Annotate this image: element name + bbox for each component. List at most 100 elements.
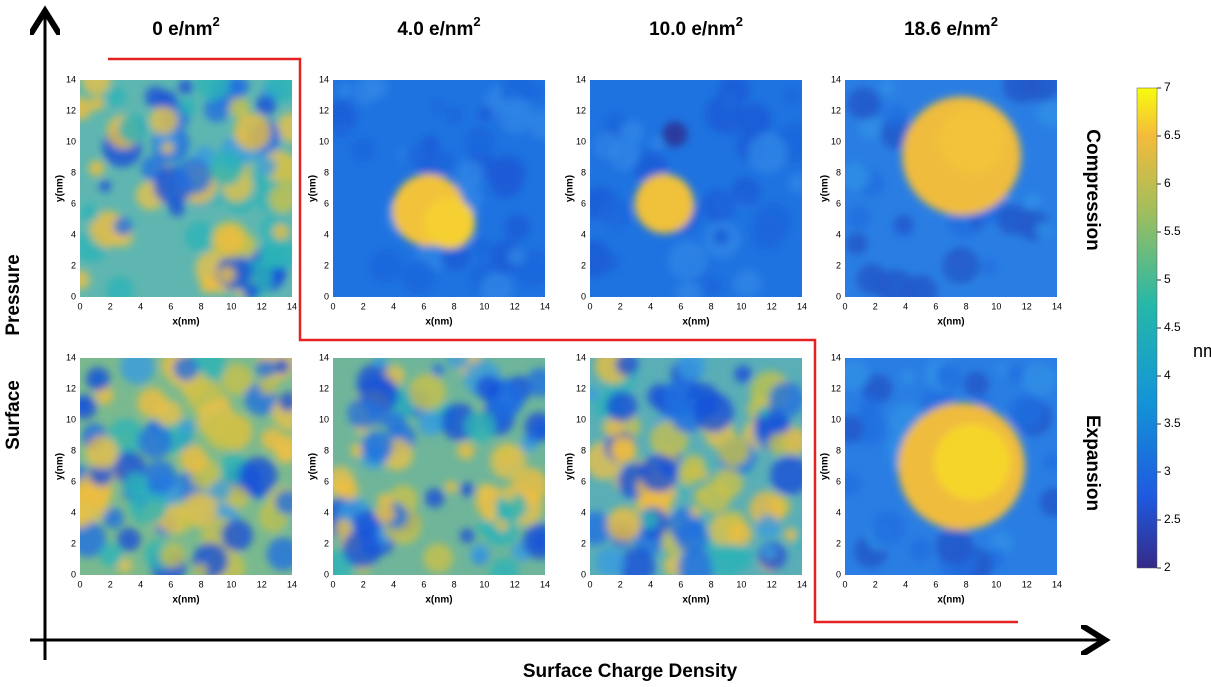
x-tick-label: 10 <box>736 579 746 589</box>
heatmap-spot <box>446 358 470 370</box>
heatmap-spot <box>408 373 446 411</box>
heatmap-spot <box>608 138 640 171</box>
heatmap-spot <box>80 269 91 290</box>
heatmap-spot <box>273 358 290 375</box>
heatmap-spot <box>161 142 174 155</box>
heatmap-spot <box>504 214 531 241</box>
heatmap-spot <box>606 391 637 422</box>
heatmap-spot <box>847 87 880 120</box>
heatmap-spot <box>193 563 208 575</box>
heatmap-spot <box>138 424 173 459</box>
heatmap-spot <box>488 164 524 199</box>
heatmap-spot <box>342 528 382 568</box>
heatmap-spot <box>639 453 679 493</box>
y-tick-label: 0 <box>71 291 76 301</box>
heatmap-spot <box>618 547 656 575</box>
colorbar-tick-label: 7 <box>1164 80 1171 94</box>
y-tick-label: 10 <box>576 136 586 146</box>
x-tick-label: 10 <box>479 301 489 311</box>
colorbar-tick-label: 6.5 <box>1164 128 1181 142</box>
y-tick-label: 8 <box>324 445 329 455</box>
heatmap-spot <box>942 247 980 286</box>
heatmap-spot <box>935 527 974 565</box>
heatmap-spot <box>124 472 149 497</box>
heatmap-spot <box>495 502 514 521</box>
y-tick-label: 10 <box>319 136 329 146</box>
heatmap-spot <box>431 363 445 377</box>
x-tick-label: 0 <box>587 579 592 589</box>
x-tick-label: 4 <box>391 579 396 589</box>
x-tick-label: 8 <box>199 301 204 311</box>
x-tick-label: 8 <box>964 579 969 589</box>
heatmap-spot <box>858 396 881 420</box>
heatmap-spot <box>256 359 276 379</box>
heatmap-spot <box>361 431 393 463</box>
heatmap-spot <box>199 276 217 294</box>
heatmap <box>333 80 545 297</box>
heatmap-spot <box>650 135 665 150</box>
heatmap-spot <box>677 548 715 575</box>
heatmap-spot <box>936 363 962 390</box>
heatmap-spot <box>698 480 732 514</box>
heatmap-spot <box>1007 392 1044 429</box>
heatmap-spot <box>733 269 762 297</box>
heatmap-spot <box>424 488 445 508</box>
x-tick-label: 6 <box>933 579 938 589</box>
x-tick-label: 4 <box>391 301 396 311</box>
y-tick-label: 6 <box>581 198 586 208</box>
x-tick-label: 4 <box>138 301 143 311</box>
heatmap-spot <box>178 80 194 95</box>
x-tick-label: 12 <box>767 579 777 589</box>
x-tick-label: 12 <box>510 579 520 589</box>
y-tick-label: 6 <box>71 198 76 208</box>
y-tick-label: 12 <box>576 105 586 115</box>
heatmap-spot <box>595 547 626 575</box>
heatmap <box>590 358 802 575</box>
heatmap-spot <box>507 247 526 266</box>
heatmap-spot <box>98 543 123 567</box>
heatmap-spot <box>420 135 440 155</box>
x-tick-label: 12 <box>257 301 267 311</box>
heatmap-spot <box>498 97 535 134</box>
x-tick-label: 8 <box>709 579 714 589</box>
header-sup: 2 <box>212 14 219 29</box>
heatmap-spot <box>457 442 475 460</box>
heatmap-spot <box>619 120 645 145</box>
heatmap-spot <box>353 80 379 105</box>
y-label: y(nm) <box>55 453 66 480</box>
colorbar-tick-label: 6 <box>1164 176 1171 190</box>
y-tick-label: 0 <box>581 291 586 301</box>
heatmap-spot <box>203 96 230 123</box>
heatmap-spot <box>117 558 133 573</box>
heatmap-spot <box>278 392 292 412</box>
heatmap-spot <box>445 106 463 124</box>
heatmap-spot <box>243 283 260 297</box>
heatmap-spot <box>845 415 864 444</box>
heatmap-spot <box>179 419 195 435</box>
x-tick-label: 8 <box>199 579 204 589</box>
colorbar <box>1136 87 1158 569</box>
colorbar-tick-label: 4 <box>1164 368 1171 382</box>
y-tick-label: 4 <box>71 229 76 239</box>
heatmap-spot <box>118 113 148 144</box>
y-tick-label: 6 <box>324 476 329 486</box>
heatmap-spot <box>272 223 290 241</box>
heatmap-spot <box>375 503 396 524</box>
x-tick-label: 8 <box>709 301 714 311</box>
x-tick-label: 14 <box>797 301 807 311</box>
heatmap-spot <box>1022 80 1057 102</box>
heatmap-spot <box>693 392 734 433</box>
heatmap-blob <box>634 174 694 234</box>
heatmap-spot <box>368 248 404 284</box>
x-tick-label: 4 <box>903 301 908 311</box>
x-tick-label: 2 <box>618 301 623 311</box>
heatmap-spot <box>1021 362 1056 397</box>
heatmap-spot <box>210 479 232 501</box>
column-header: 0 e/nm2 <box>152 14 219 40</box>
x-tick-label: 2 <box>873 579 878 589</box>
x-tick-label: 4 <box>648 579 653 589</box>
heatmap-spot <box>908 538 933 562</box>
heatmap-spot <box>637 509 658 530</box>
x-tick-label: 8 <box>452 301 457 311</box>
x-tick-label: 12 <box>767 301 777 311</box>
